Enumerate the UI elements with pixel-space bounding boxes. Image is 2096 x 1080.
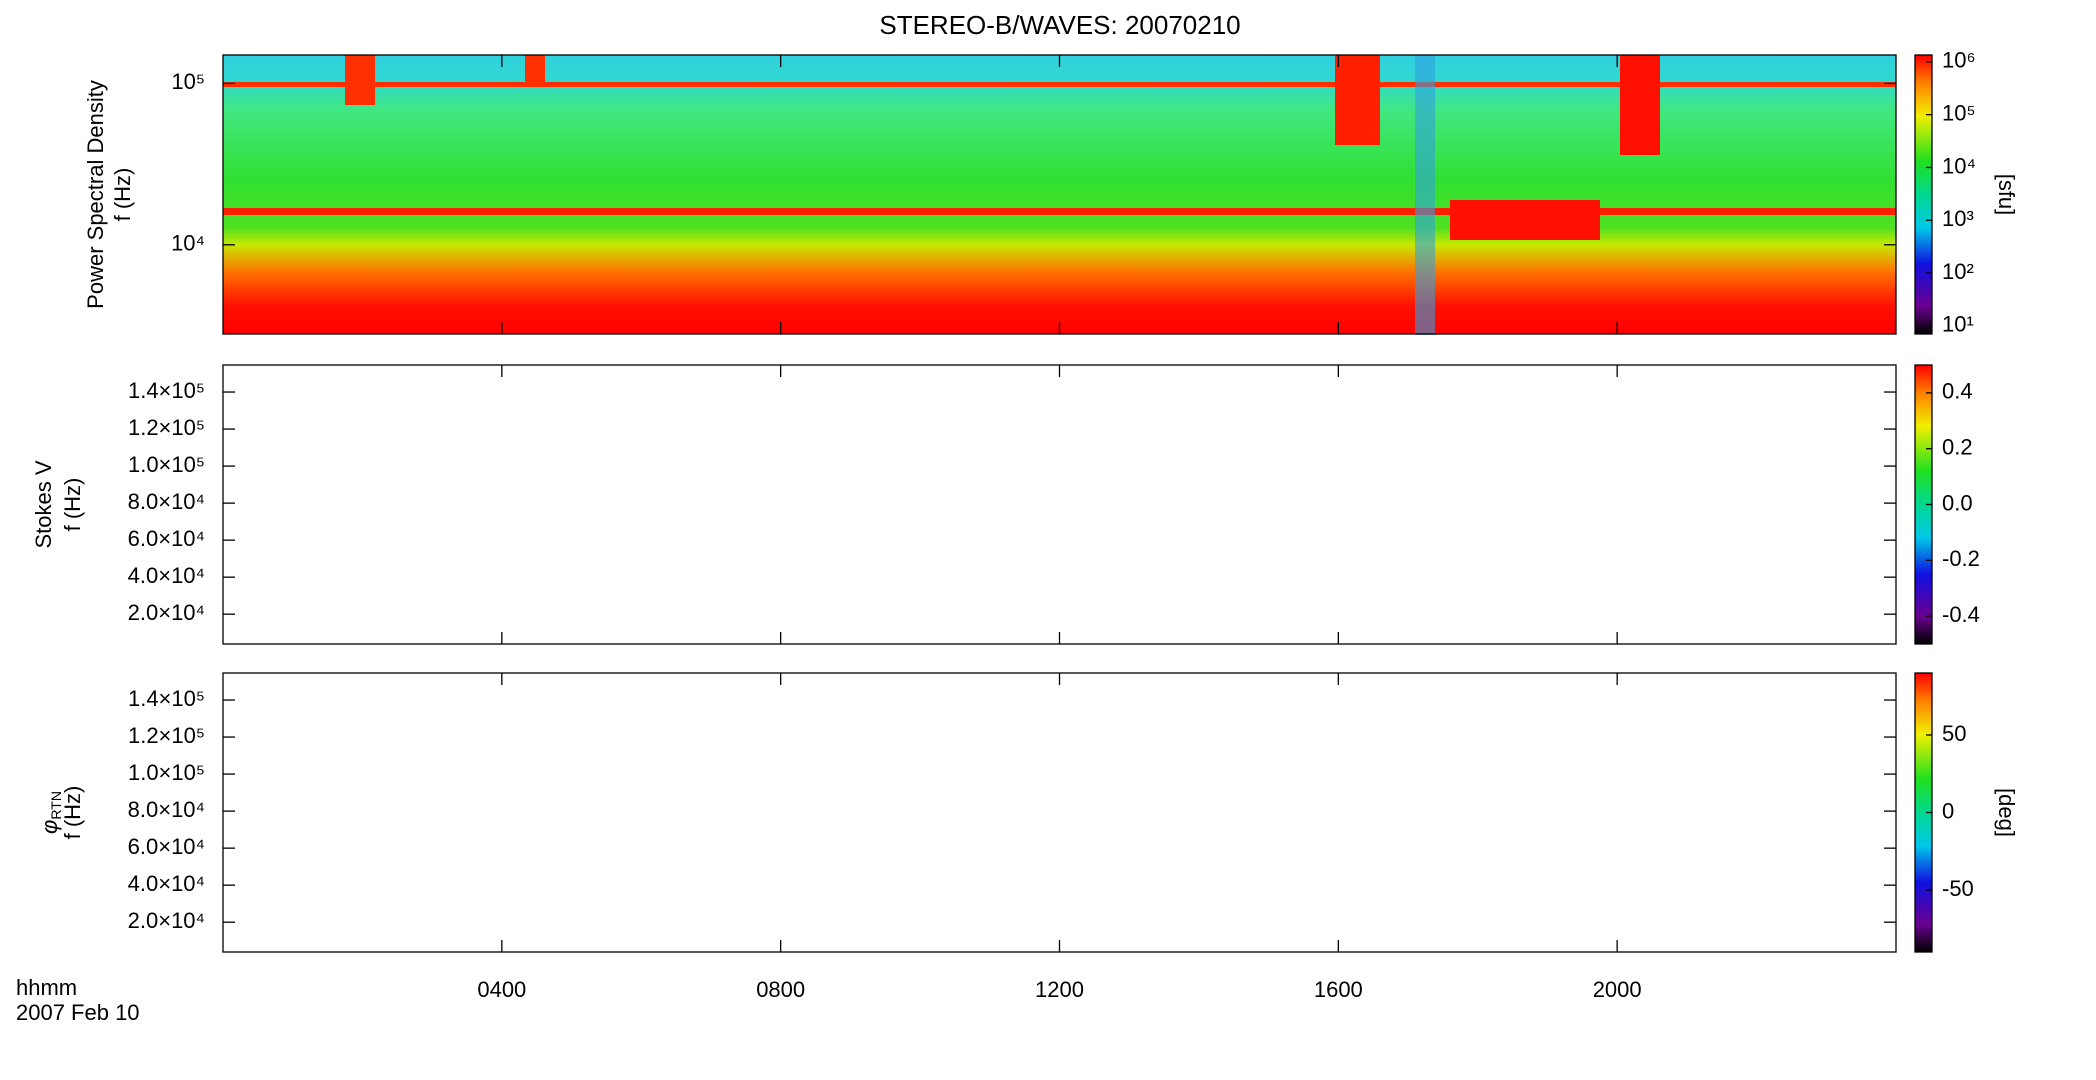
x-tick-label: 0400 xyxy=(477,977,526,1002)
spectrogram-burst xyxy=(1450,200,1600,240)
y-axis-label: f (Hz) xyxy=(60,786,85,840)
y-tick-label: 4.0×10⁴ xyxy=(128,871,205,896)
y-axis-label: Power Spectral Density xyxy=(83,80,108,309)
spectrogram-burst xyxy=(345,55,375,105)
spectrogram-band xyxy=(223,208,1896,215)
colorbar-tick-label: 10² xyxy=(1942,259,1974,284)
colorbar-tick-label: 0 xyxy=(1942,798,1954,823)
colorbar-tick-label: 0.4 xyxy=(1942,379,1973,404)
y-tick-label: 2.0×10⁴ xyxy=(128,600,205,625)
colorbar-tick-label: -0.4 xyxy=(1942,602,1980,627)
x-tick-label: 2000 xyxy=(1593,977,1642,1002)
colorbar-tick-label: 10⁵ xyxy=(1942,100,1976,125)
colorbar-tick-label: 10³ xyxy=(1942,206,1974,231)
colorbar-tick-label: -0.2 xyxy=(1942,546,1980,571)
colorbar-tick-label: -50 xyxy=(1942,876,1974,901)
y-axis-label-symbol: φ xyxy=(37,820,62,834)
spectrogram-fill xyxy=(223,55,1896,334)
spectrogram-burst xyxy=(1335,55,1380,145)
colorbar-label: [sfu] xyxy=(1994,174,2019,216)
plot-frame xyxy=(222,672,1897,953)
y-tick-label: 8.0×10⁴ xyxy=(128,797,205,822)
y-tick-label: 1.4×10⁵ xyxy=(128,378,205,403)
spectrogram-burst xyxy=(525,55,545,85)
y-tick-label: 10⁵ xyxy=(171,69,205,94)
y-tick-label: 1.0×10⁵ xyxy=(128,452,205,477)
y-axis-label: Stokes V xyxy=(31,460,56,548)
x-axis-label: hhmm xyxy=(16,975,77,1000)
y-tick-label: 6.0×10⁴ xyxy=(128,526,205,551)
colorbar-tick-label: 10⁴ xyxy=(1942,153,1976,178)
y-tick-label: 6.0×10⁴ xyxy=(128,834,205,859)
colorbar xyxy=(1914,54,1933,335)
x-tick-label: 1600 xyxy=(1314,977,1363,1002)
colorbar-label: [deg] xyxy=(1994,788,2019,837)
y-tick-label: 1.2×10⁵ xyxy=(128,723,205,748)
x-tick-label: 0800 xyxy=(756,977,805,1002)
colorbar-tick-label: 0.0 xyxy=(1942,490,1973,515)
colorbar-tick-label: 10⁶ xyxy=(1942,48,1976,73)
y-tick-label: 8.0×10⁴ xyxy=(128,489,205,514)
chart-title: STEREO-B/WAVES: 20070210 xyxy=(879,10,1240,40)
colorbar-tick-label: 50 xyxy=(1942,721,1966,746)
spectrogram xyxy=(223,55,1896,335)
x-tick-label: 1200 xyxy=(1035,977,1084,1002)
y-axis-label-subscript: RTN xyxy=(48,791,64,820)
y-tick-label: 4.0×10⁴ xyxy=(128,563,205,588)
y-axis-label: f (Hz) xyxy=(110,168,135,222)
y-tick-label: 10⁴ xyxy=(171,231,205,256)
y-tick-label: 2.0×10⁴ xyxy=(128,908,205,933)
y-tick-label: 1.4×10⁵ xyxy=(128,686,205,711)
colorbar-tick-label: 10¹ xyxy=(1942,312,1974,337)
spectrogram-burst xyxy=(1620,55,1660,155)
spectrogram-gap xyxy=(1415,55,1435,335)
date-label: 2007 Feb 10 xyxy=(16,1000,140,1025)
y-axis-label: f (Hz) xyxy=(60,478,85,532)
y-tick-label: 1.0×10⁵ xyxy=(128,760,205,785)
plot-frame xyxy=(222,364,1897,645)
spectrogram-band xyxy=(223,82,1896,87)
y-axis-label: φRTN xyxy=(37,791,64,834)
y-tick-label: 1.2×10⁵ xyxy=(128,415,205,440)
colorbar-tick-label: 0.2 xyxy=(1942,435,1973,460)
